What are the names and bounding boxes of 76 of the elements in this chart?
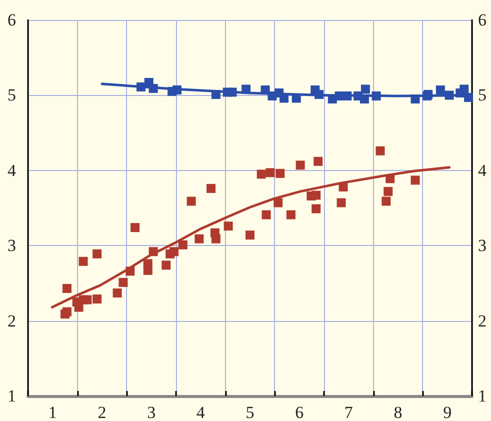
point	[314, 156, 323, 166]
y-tick-label: 6	[8, 10, 16, 30]
point	[262, 210, 271, 220]
point	[410, 94, 420, 104]
point	[410, 176, 420, 185]
point	[211, 90, 220, 99]
point	[256, 170, 266, 179]
point	[342, 91, 352, 100]
point	[444, 90, 454, 100]
point	[246, 230, 254, 240]
point	[464, 92, 474, 102]
point	[372, 91, 381, 100]
y-tick-label: 3	[8, 236, 16, 256]
point	[228, 88, 237, 97]
point	[78, 256, 88, 266]
point	[194, 234, 204, 244]
point	[338, 182, 348, 192]
point	[62, 307, 72, 316]
point	[336, 198, 346, 208]
point	[82, 295, 92, 304]
point	[118, 278, 128, 287]
point	[360, 84, 370, 94]
point	[206, 184, 216, 193]
point	[266, 168, 275, 178]
point	[384, 186, 393, 196]
x-tick-label: 3	[147, 403, 156, 421]
point	[314, 90, 324, 99]
point	[112, 288, 122, 298]
point	[296, 160, 305, 170]
x-tick-label: 5	[246, 403, 254, 421]
point	[126, 266, 135, 276]
y-tick-label: 1	[8, 386, 16, 406]
point	[148, 84, 158, 93]
x-tick-label: 4	[196, 403, 206, 421]
point	[224, 222, 233, 231]
y2-tick-label: 6	[478, 10, 486, 30]
line-series	[50, 166, 451, 309]
point	[211, 234, 220, 244]
point	[62, 284, 72, 293]
point	[460, 84, 469, 94]
y2-tick-label: 2	[478, 311, 486, 330]
x-tick-label: 9	[443, 403, 452, 421]
point	[172, 85, 182, 94]
point	[143, 266, 152, 275]
point	[178, 240, 188, 250]
point	[382, 196, 391, 206]
y-tick-label: 2	[8, 311, 16, 330]
point	[148, 247, 158, 256]
point	[242, 84, 251, 94]
y-tick-label: 4	[8, 160, 16, 180]
y2-tick-label: 3	[478, 236, 486, 256]
y2-tick-label: 4	[478, 160, 487, 180]
y2-tick-label: 1	[478, 386, 486, 406]
point	[360, 94, 369, 104]
point	[312, 190, 321, 200]
point	[130, 223, 140, 232]
point	[136, 82, 146, 92]
point	[170, 247, 179, 256]
point	[186, 196, 196, 206]
y2-tick-label: 5	[478, 86, 486, 105]
point	[386, 174, 395, 184]
point	[162, 260, 171, 270]
point	[286, 210, 296, 220]
point	[92, 294, 102, 304]
point	[436, 85, 445, 94]
x-tick-label: 6	[295, 403, 304, 421]
point	[312, 204, 321, 214]
x-tick-label: 1	[48, 403, 57, 421]
x-tick-label: 7	[344, 403, 354, 421]
y-tick-label: 5	[8, 86, 16, 105]
point	[274, 198, 283, 208]
point	[92, 249, 102, 258]
point	[276, 168, 285, 178]
x-tick-label: 8	[394, 403, 402, 421]
x-tick-label: 2	[98, 403, 106, 421]
point	[376, 146, 385, 156]
